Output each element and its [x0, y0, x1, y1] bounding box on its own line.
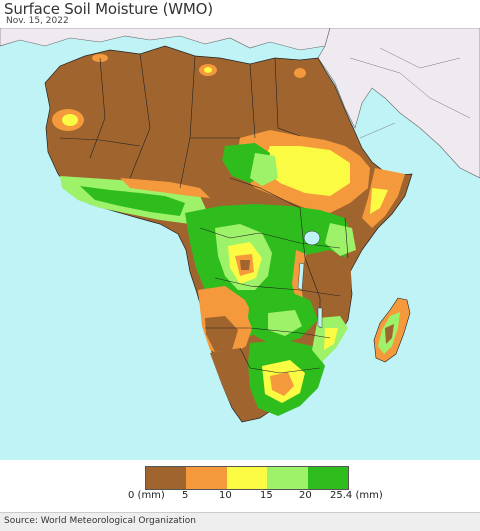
- source-footer: Source: World Meteorological Organizatio…: [0, 512, 480, 531]
- arabian-interior-borders: [349, 47, 471, 139]
- west-africa-green: [80, 186, 185, 216]
- map-date: Nov. 15, 2022: [6, 16, 69, 26]
- libya-patch-core: [204, 67, 212, 73]
- south-sudan-light: [250, 153, 278, 186]
- middle-east-land: [317, 28, 480, 179]
- south-africa-orange: [270, 372, 294, 396]
- legend-tick-5: 5: [182, 490, 189, 501]
- legend-tick-15: 15: [260, 490, 273, 501]
- somalia-yellow: [370, 188, 388, 214]
- mozambique-yellow: [324, 328, 338, 350]
- tanzania-dry: [298, 250, 352, 318]
- kenya-mix: [325, 223, 356, 256]
- egypt-patch: [294, 68, 306, 78]
- soil-moisture-map: [0, 28, 480, 460]
- madagascar-core: [385, 324, 394, 344]
- legend-ticks: 0 (mm) 5 10 15 20 25.4 (mm): [0, 490, 480, 504]
- map-title: Surface Soil Moisture (WMO): [4, 0, 213, 18]
- lake-victoria: [303, 230, 321, 246]
- country-borders: [59, 53, 349, 374]
- congo-dry: [240, 260, 250, 270]
- legend-tick-0: 0 (mm): [128, 490, 165, 501]
- namibia-dry: [210, 348, 255, 413]
- ethiopia-yellow: [262, 146, 350, 196]
- europe-land: [0, 28, 331, 51]
- legend-tick-20: 20: [299, 490, 312, 501]
- source-text: Source: World Meteorological Organizatio…: [4, 516, 196, 526]
- legend-swatch-0-5: [146, 467, 187, 489]
- lake-malawi: [317, 307, 323, 329]
- legend-tick-10: 10: [219, 490, 232, 501]
- lake-tanganyika: [297, 262, 305, 291]
- legend-tick-25: 25.4 (mm): [330, 490, 383, 501]
- legend-swatch-20-25: [307, 467, 349, 489]
- legend-swatch-10-15: [226, 467, 268, 489]
- legend-swatch-5-10: [186, 467, 227, 489]
- legend-swatch-15-20: [267, 467, 308, 489]
- angola-dry: [205, 316, 238, 352]
- zambia-light: [268, 310, 302, 336]
- west-africa-orange: [120, 178, 210, 198]
- legend-colorbar: [145, 466, 349, 490]
- mauritania-patch-core: [62, 114, 78, 126]
